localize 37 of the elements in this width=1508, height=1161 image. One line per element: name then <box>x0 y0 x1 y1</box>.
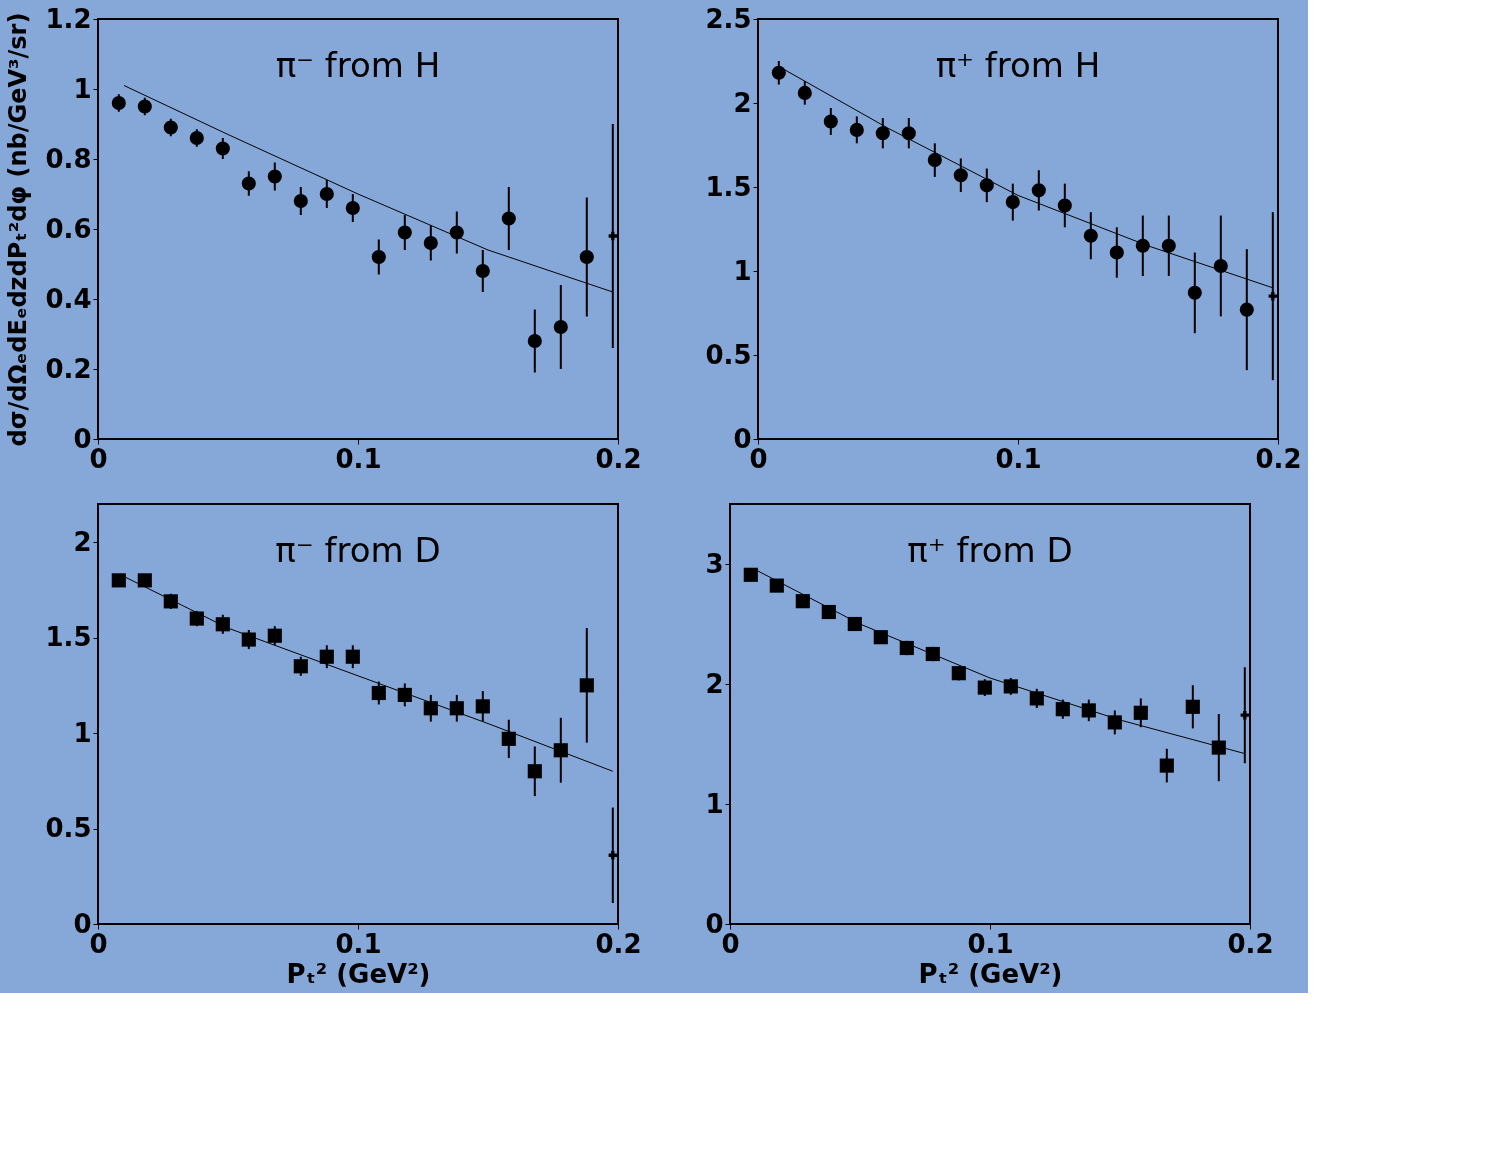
y-tick-label: 0.6 <box>45 213 92 244</box>
x-tick-label: 0.2 <box>595 928 642 959</box>
y-tick-label: 3 <box>705 548 724 579</box>
y-tick-label: 1.5 <box>45 622 92 653</box>
y-tick-label: 2 <box>733 87 752 118</box>
y-tick-label: 1 <box>73 717 92 748</box>
y-tick-label: 0 <box>733 423 752 454</box>
text: π⁻ from H <box>275 45 441 85</box>
x-tick-label: 0.2 <box>595 443 642 474</box>
y-tick-label: 1 <box>733 255 752 286</box>
x-tick-label: 0.2 <box>1255 443 1302 474</box>
text: π⁺ from H <box>935 45 1101 85</box>
y-tick-label: 0.8 <box>45 143 92 174</box>
y-tick-label: 0 <box>73 423 92 454</box>
y-tick-label: 1.2 <box>45 3 92 34</box>
y-tick-label: 0.5 <box>45 813 92 844</box>
y-tick-label: 0.4 <box>45 283 92 314</box>
y-tick-label: 1.5 <box>705 171 752 202</box>
y-tick-label: 0.5 <box>705 339 752 370</box>
y-tick-label: 2 <box>705 668 724 699</box>
x-tick-label: 0.1 <box>335 928 382 959</box>
x-tick-label: 0.1 <box>335 443 382 474</box>
x-tick-label: 0.2 <box>1227 928 1274 959</box>
y-tick-label: 0 <box>73 908 92 939</box>
y-axis-title: dσ/dΩₑdEₑdzdPₜ²dφ (nb/GeV³/sr) <box>4 12 33 447</box>
y-tick-label: 1 <box>705 788 724 819</box>
x-tick-label: 0.1 <box>995 443 1042 474</box>
x-axis-title: Pₜ² (GeV²) <box>286 958 431 989</box>
x-axis-title: Pₜ² (GeV²) <box>918 958 1063 989</box>
x-tick-label: 0.1 <box>967 928 1014 959</box>
y-tick-label: 2 <box>73 526 92 557</box>
text: π⁻ from D <box>275 530 441 570</box>
y-tick-label: 1 <box>73 73 92 104</box>
y-tick-label: 0 <box>705 908 724 939</box>
text: π⁺ from D <box>907 530 1073 570</box>
y-tick-label: 0.2 <box>45 353 92 384</box>
y-tick-label: 2.5 <box>705 3 752 34</box>
